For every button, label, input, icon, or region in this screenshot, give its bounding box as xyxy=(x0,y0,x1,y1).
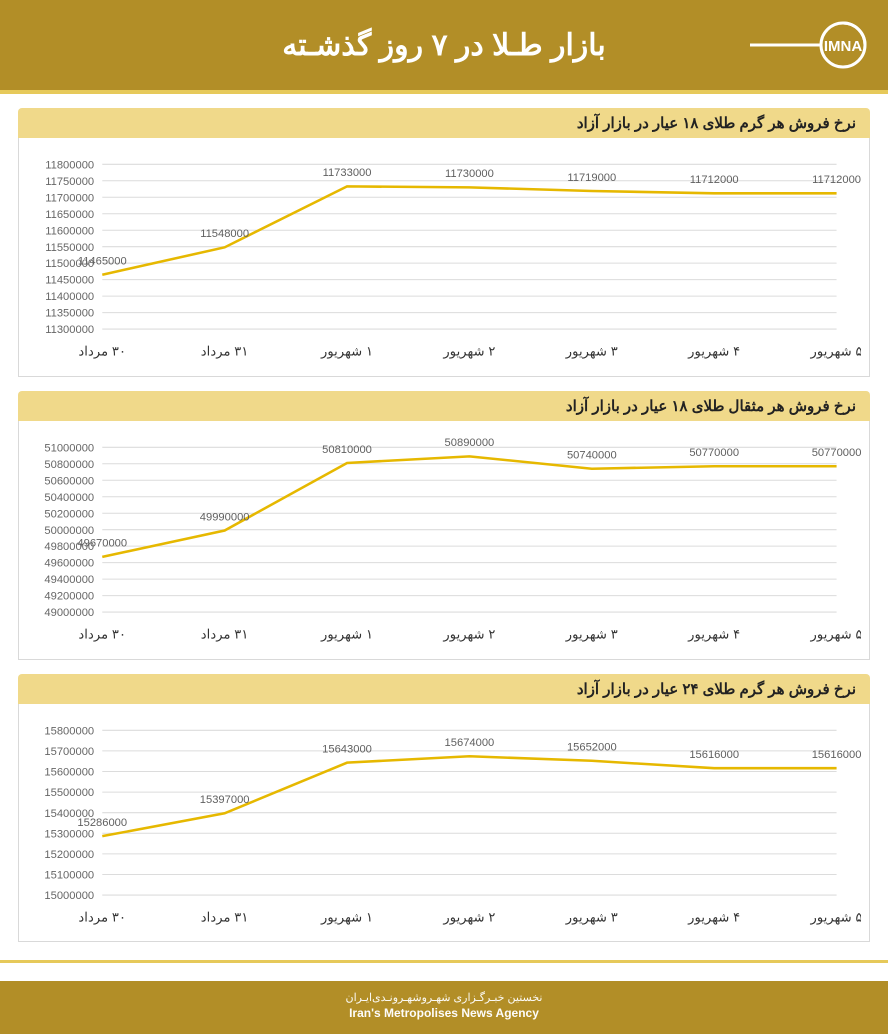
y-tick-label: 15500000 xyxy=(44,787,94,799)
chart-section: نرخ فروش هر گرم طلای ۲۴ عیار در بازار آز… xyxy=(0,674,888,943)
data-label: 49670000 xyxy=(77,537,127,549)
brand-logo: IMNA xyxy=(748,18,868,72)
data-label: 11465000 xyxy=(78,256,127,268)
y-tick-label: 11400000 xyxy=(45,291,94,303)
data-label: 50770000 xyxy=(812,447,861,459)
y-tick-label: 50000000 xyxy=(44,525,94,537)
x-tick-label: ۳۱ مرداد xyxy=(201,909,249,925)
data-label: 15674000 xyxy=(445,737,495,749)
data-label: 50890000 xyxy=(445,437,495,449)
chart-svg: 1130000011350000114000001145000011500000… xyxy=(27,146,861,370)
x-tick-label: ۳۰ مرداد xyxy=(78,344,126,360)
x-tick-label: ۳ شهریور xyxy=(565,344,618,360)
y-tick-label: 50400000 xyxy=(44,492,94,504)
brand-text: IMNA xyxy=(824,38,862,55)
x-tick-label: ۳ شهریور xyxy=(565,626,618,642)
x-tick-label: ۴ شهریور xyxy=(687,909,740,925)
chart-title: نرخ فروش هر مثقال طلای ۱۸ عیار در بازار … xyxy=(18,391,870,421)
x-tick-label: ۳۰ مرداد xyxy=(78,626,126,642)
y-tick-label: 49000000 xyxy=(44,607,94,619)
data-label: 15616000 xyxy=(812,749,861,761)
data-label: 15652000 xyxy=(567,741,617,753)
data-line xyxy=(102,456,836,557)
y-tick-label: 15300000 xyxy=(44,828,94,840)
x-tick-label: ۲ شهریور xyxy=(442,344,495,360)
y-tick-label: 11750000 xyxy=(45,176,94,188)
data-label: 50810000 xyxy=(322,444,372,456)
y-tick-label: 11800000 xyxy=(45,159,94,171)
x-tick-label: ۱ شهریور xyxy=(320,344,373,360)
footer: نخستین خبـرگـزاری شهـروشهـرونـدی‌ایـران … xyxy=(0,981,888,1034)
chart-body: 4900000049200000494000004960000049800000… xyxy=(18,421,870,660)
y-tick-label: 49600000 xyxy=(44,557,94,569)
chart-svg: 1500000015100000152000001530000015400000… xyxy=(27,712,861,936)
data-label: 15643000 xyxy=(322,743,372,755)
y-tick-label: 50600000 xyxy=(44,475,94,487)
page: بازار طـلا در ۷ روز گذشـته IMNA نرخ فروش… xyxy=(0,0,888,1034)
y-tick-label: 11450000 xyxy=(45,275,94,287)
chart-svg: 4900000049200000494000004960000049800000… xyxy=(27,429,861,653)
x-tick-label: ۵ شهریور xyxy=(810,626,861,642)
chart-section: نرخ فروش هر گرم طلای ۱۸ عیار در بازار آز… xyxy=(0,108,888,377)
chart-section: نرخ فروش هر مثقال طلای ۱۸ عیار در بازار … xyxy=(0,391,888,660)
data-label: 11719000 xyxy=(567,172,616,184)
charts-container: نرخ فروش هر گرم طلای ۱۸ عیار در بازار آز… xyxy=(0,108,888,942)
page-title: بازار طـلا در ۷ روز گذشـته xyxy=(282,28,606,63)
data-label: 11712000 xyxy=(690,174,739,186)
y-tick-label: 15100000 xyxy=(44,869,94,881)
chart-title: نرخ فروش هر گرم طلای ۱۸ عیار در بازار آز… xyxy=(18,108,870,138)
header-accent-bar xyxy=(0,90,888,94)
chart-body: 1500000015100000152000001530000015400000… xyxy=(18,704,870,943)
footer-accent-bar xyxy=(0,960,888,963)
y-tick-label: 49200000 xyxy=(44,590,94,602)
x-tick-label: ۴ شهریور xyxy=(687,344,740,360)
y-tick-label: 15800000 xyxy=(44,725,94,737)
y-tick-label: 50800000 xyxy=(44,459,94,471)
data-label: 11548000 xyxy=(200,228,249,240)
x-tick-label: ۱ شهریور xyxy=(320,626,373,642)
x-tick-label: ۵ شهریور xyxy=(810,909,861,925)
y-tick-label: 11300000 xyxy=(45,324,94,336)
data-label: 11733000 xyxy=(323,167,372,179)
x-tick-label: ۳ شهریور xyxy=(565,909,618,925)
x-tick-label: ۵ شهریور xyxy=(810,344,861,360)
x-tick-label: ۲ شهریور xyxy=(442,626,495,642)
x-tick-label: ۴ شهریور xyxy=(687,626,740,642)
header: بازار طـلا در ۷ روز گذشـته IMNA xyxy=(0,0,888,90)
footer-text-en: Iran's Metropolises News Agency xyxy=(0,1006,888,1020)
y-tick-label: 11600000 xyxy=(45,225,94,237)
footer-text-fa: نخستین خبـرگـزاری شهـروشهـرونـدی‌ایـران xyxy=(0,991,888,1004)
data-label: 49990000 xyxy=(200,511,250,523)
x-tick-label: ۲ شهریور xyxy=(442,909,495,925)
data-label: 15286000 xyxy=(77,816,127,828)
y-tick-label: 11350000 xyxy=(45,308,94,320)
data-label: 15397000 xyxy=(200,794,250,806)
x-tick-label: ۳۱ مرداد xyxy=(201,626,249,642)
data-label: 11730000 xyxy=(445,168,494,180)
y-tick-label: 11700000 xyxy=(45,192,94,204)
y-tick-label: 50200000 xyxy=(44,508,94,520)
data-label: 50770000 xyxy=(689,447,739,459)
y-tick-label: 51000000 xyxy=(44,442,94,454)
y-tick-label: 15000000 xyxy=(44,890,94,902)
x-tick-label: ۱ شهریور xyxy=(320,909,373,925)
x-tick-label: ۳۰ مرداد xyxy=(78,909,126,925)
y-tick-label: 15700000 xyxy=(44,745,94,757)
y-tick-label: 11650000 xyxy=(45,209,94,221)
chart-title: نرخ فروش هر گرم طلای ۲۴ عیار در بازار آز… xyxy=(18,674,870,704)
x-tick-label: ۳۱ مرداد xyxy=(201,344,249,360)
chart-body: 1130000011350000114000001145000011500000… xyxy=(18,138,870,377)
data-label: 11712000 xyxy=(812,174,861,186)
y-tick-label: 15200000 xyxy=(44,848,94,860)
data-label: 50740000 xyxy=(567,449,617,461)
y-tick-label: 49400000 xyxy=(44,574,94,586)
data-label: 15616000 xyxy=(689,749,739,761)
y-tick-label: 11550000 xyxy=(45,242,94,254)
y-tick-label: 15600000 xyxy=(44,766,94,778)
